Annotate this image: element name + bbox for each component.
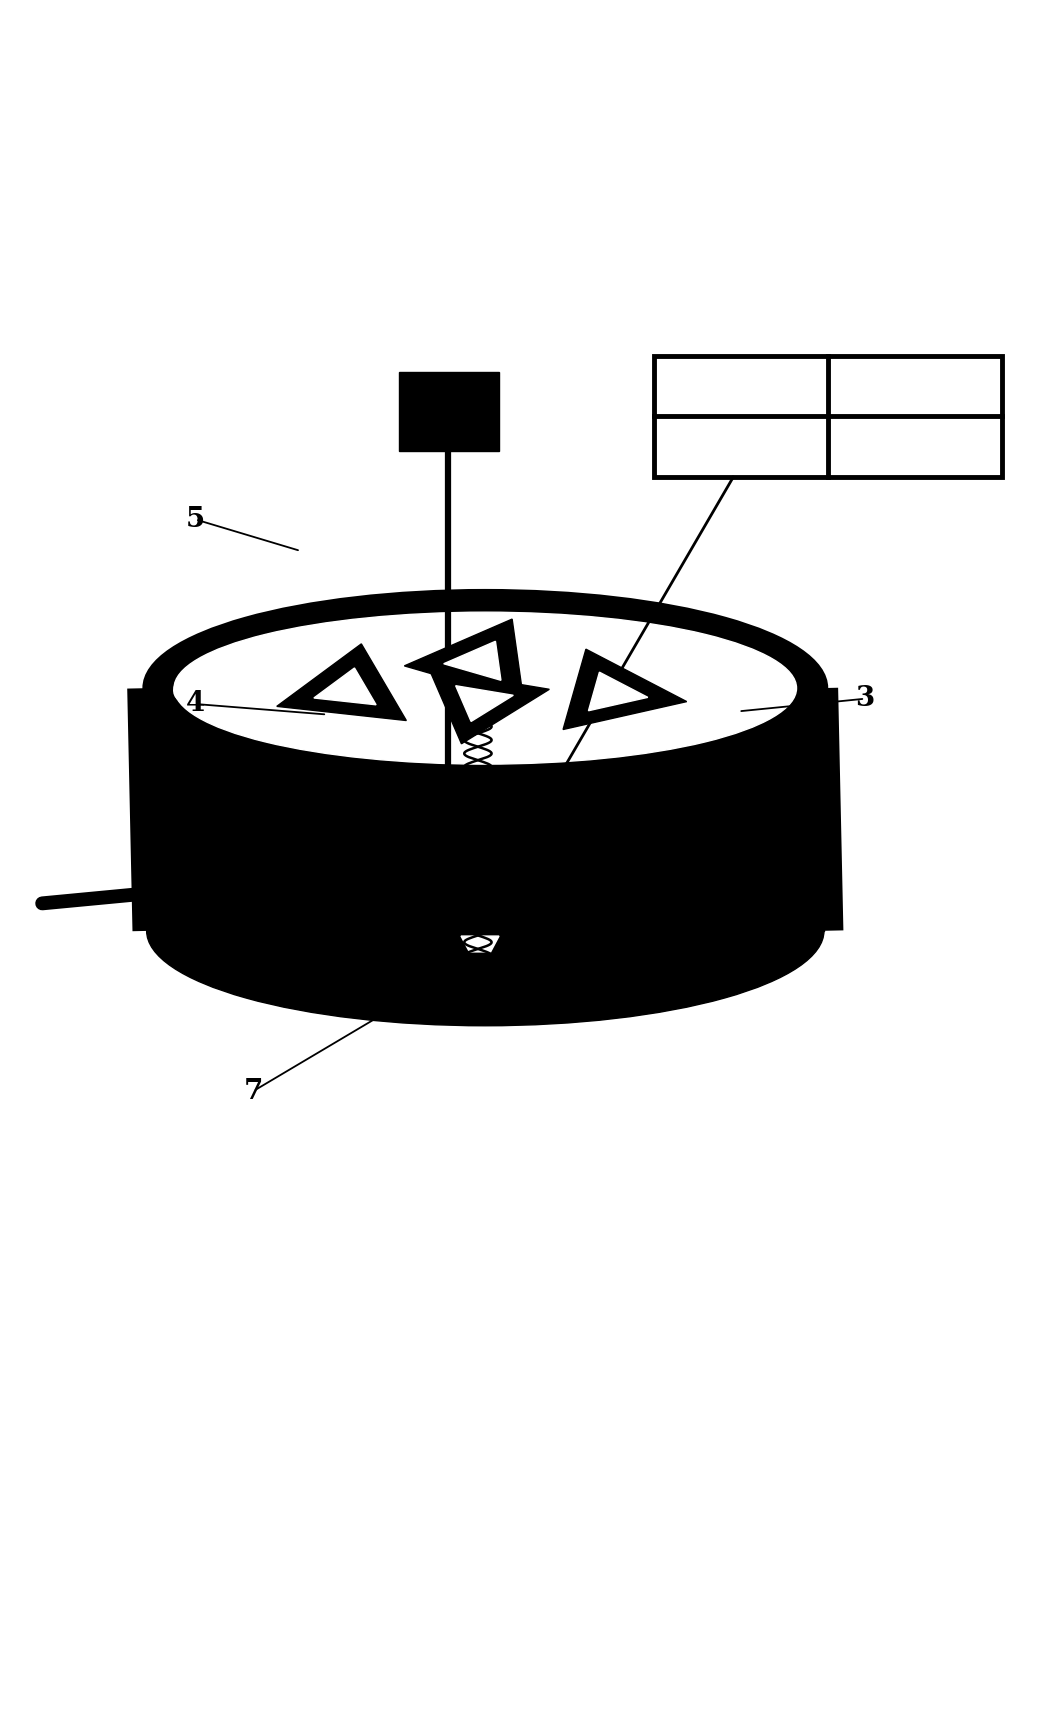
Polygon shape [461, 937, 499, 953]
Ellipse shape [147, 836, 824, 1025]
Text: 7: 7 [244, 1077, 263, 1105]
Polygon shape [563, 649, 687, 729]
Polygon shape [314, 668, 376, 704]
Ellipse shape [147, 593, 824, 782]
Text: 5: 5 [186, 507, 205, 533]
Text: 2: 2 [766, 732, 785, 760]
Polygon shape [429, 670, 550, 744]
Polygon shape [375, 862, 596, 963]
Text: 4: 4 [186, 691, 205, 718]
Polygon shape [399, 371, 499, 451]
Text: 1: 1 [660, 796, 679, 822]
Polygon shape [589, 671, 648, 711]
Ellipse shape [174, 612, 797, 763]
Bar [654, 356, 1002, 477]
Polygon shape [276, 644, 406, 720]
Text: 3: 3 [856, 685, 875, 711]
Text: 6: 6 [238, 777, 257, 803]
Polygon shape [444, 642, 501, 680]
Polygon shape [404, 619, 523, 701]
Polygon shape [456, 685, 514, 722]
